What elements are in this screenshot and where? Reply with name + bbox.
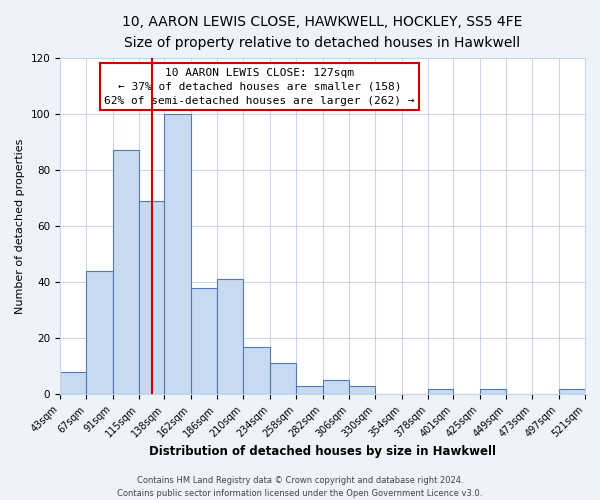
Bar	[60, 372, 86, 394]
Bar	[349, 386, 375, 394]
Bar	[296, 386, 323, 394]
Text: Contains HM Land Registry data © Crown copyright and database right 2024.
Contai: Contains HM Land Registry data © Crown c…	[118, 476, 482, 498]
Bar	[164, 114, 191, 394]
Bar	[191, 288, 217, 395]
Title: 10, AARON LEWIS CLOSE, HAWKWELL, HOCKLEY, SS5 4FE
Size of property relative to d: 10, AARON LEWIS CLOSE, HAWKWELL, HOCKLEY…	[122, 15, 523, 50]
Bar	[244, 346, 270, 395]
Bar	[217, 280, 244, 394]
Bar	[139, 201, 164, 394]
Bar	[86, 271, 113, 394]
Bar	[323, 380, 349, 394]
Bar	[559, 388, 585, 394]
Bar	[113, 150, 139, 394]
Bar	[479, 388, 506, 394]
X-axis label: Distribution of detached houses by size in Hawkwell: Distribution of detached houses by size …	[149, 444, 496, 458]
Bar	[270, 364, 296, 394]
Bar	[428, 388, 453, 394]
Y-axis label: Number of detached properties: Number of detached properties	[15, 138, 25, 314]
Text: 10 AARON LEWIS CLOSE: 127sqm
← 37% of detached houses are smaller (158)
62% of s: 10 AARON LEWIS CLOSE: 127sqm ← 37% of de…	[104, 68, 415, 106]
